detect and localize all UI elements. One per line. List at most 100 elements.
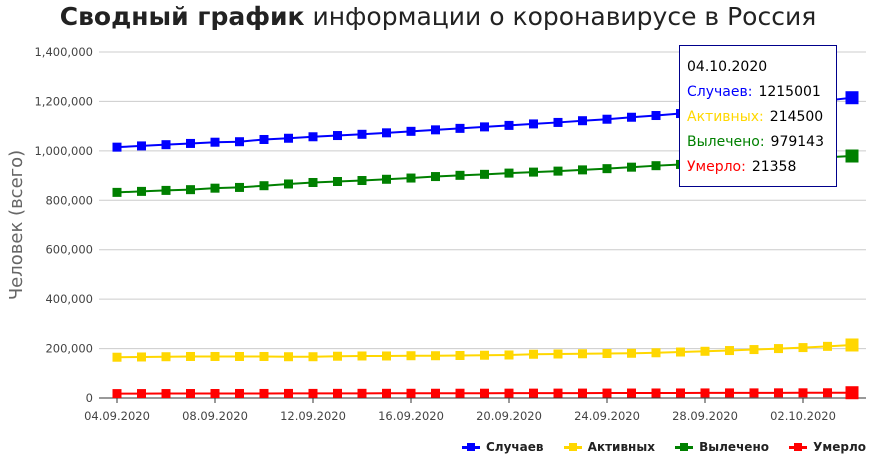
y-tick-label: 600,000 (45, 243, 93, 257)
data-point (676, 347, 685, 357)
tooltip-value-recovered: 979143 (770, 134, 824, 150)
data-point (578, 349, 587, 359)
tooltip-value-cases: 1215001 (758, 84, 821, 100)
data-point (333, 177, 342, 187)
data-point (161, 352, 171, 362)
data-point (455, 123, 465, 133)
tooltip-row-active: Активных: 214500 (687, 105, 836, 130)
chart-title-rest: информации о коронавирусе в Россия (304, 2, 817, 31)
data-point (210, 183, 220, 193)
data-point (382, 351, 391, 361)
data-point (357, 388, 367, 398)
data-point (749, 388, 759, 398)
tooltip-value-active: 214500 (769, 109, 824, 125)
legend-label-deaths: Умерло (813, 440, 866, 454)
data-point (357, 176, 367, 186)
x-tick-label: 12.09.2020 (280, 409, 346, 423)
data-point (504, 350, 514, 360)
chart-tooltip: 04.10.2020 Случаев: 1215001 Активных: 2145… (679, 45, 837, 187)
data-point (480, 388, 489, 398)
y-tick-label: 1,200,000 (34, 94, 93, 108)
data-point (284, 388, 293, 398)
data-point (284, 179, 293, 189)
data-point (112, 142, 122, 152)
data-point (700, 388, 710, 398)
data-point (333, 131, 342, 141)
tooltip-row-deaths: Умерло: 21358 (687, 155, 836, 180)
legend-item-cases[interactable]: Случаев (461, 440, 544, 454)
data-point (284, 352, 293, 362)
data-point (845, 149, 859, 163)
x-tick-label: 20.09.2020 (476, 409, 542, 423)
data-point (382, 388, 391, 398)
y-tick-label: 1,400,000 (34, 45, 93, 59)
legend-item-recovered[interactable]: Вылечено (675, 440, 769, 454)
data-point (357, 129, 367, 139)
data-point (112, 389, 122, 399)
data-point (259, 388, 269, 398)
data-point (676, 388, 685, 398)
data-point (161, 185, 171, 195)
legend-item-active[interactable]: Активных (563, 440, 655, 454)
data-point (602, 388, 612, 398)
data-point (357, 351, 367, 361)
data-point (284, 133, 293, 143)
data-point (651, 348, 661, 358)
data-point (308, 177, 318, 187)
data-point (308, 352, 318, 362)
tooltip-row-recovered: Вылечено: 979143 (687, 130, 836, 155)
data-point (480, 169, 489, 179)
data-point (455, 388, 465, 398)
data-point (161, 140, 171, 150)
data-point (186, 351, 195, 361)
data-point (161, 389, 171, 399)
chart-title-bold: Сводный график (59, 2, 305, 31)
x-tick-label: 02.10.2020 (770, 409, 836, 423)
data-point (725, 388, 734, 398)
data-point (504, 388, 514, 398)
tooltip-label-cases: Случаев: (687, 84, 753, 100)
data-point (259, 181, 269, 191)
y-tick-label: 800,000 (45, 193, 93, 207)
legend-item-deaths[interactable]: Умерло (789, 440, 866, 454)
data-point (406, 126, 416, 136)
tooltip-label-recovered: Вылечено: (687, 134, 765, 150)
legend-swatch-cases (461, 443, 480, 451)
data-point (798, 388, 808, 398)
data-point (845, 91, 859, 105)
y-axis-label: Человек (всего) (6, 150, 27, 300)
data-point (578, 116, 587, 126)
x-tick-label: 28.09.2020 (672, 409, 738, 423)
data-point (553, 117, 563, 127)
data-point (798, 343, 808, 353)
legend-swatch-deaths (789, 443, 808, 451)
data-point (553, 349, 563, 359)
data-point (259, 351, 269, 361)
x-tick-label: 04.09.2020 (84, 409, 150, 423)
legend-swatch-active (563, 443, 582, 451)
chart-legend: Случаев Активных Вылечено Умерло (446, 440, 866, 454)
tooltip-date: 04.10.2020 (687, 59, 768, 75)
data-point (186, 389, 195, 399)
data-point (749, 345, 759, 355)
data-point (553, 388, 563, 398)
data-point (627, 112, 636, 122)
data-point (627, 348, 636, 358)
x-tick-label: 24.09.2020 (574, 409, 640, 423)
data-point (455, 350, 465, 360)
data-point (235, 351, 244, 361)
data-point (774, 344, 783, 354)
tooltip-label-active: Активных: (687, 109, 764, 125)
data-point (529, 349, 538, 359)
legend-label-cases: Случаев (485, 440, 544, 454)
data-point (774, 388, 783, 398)
data-point (553, 166, 563, 176)
y-tick-label: 0 (86, 391, 93, 405)
data-point (382, 174, 391, 184)
x-tick-label: 08.09.2020 (182, 409, 248, 423)
y-tick-label: 200,000 (45, 342, 93, 356)
data-point (700, 346, 710, 356)
data-point (137, 352, 146, 362)
data-point (529, 388, 538, 398)
